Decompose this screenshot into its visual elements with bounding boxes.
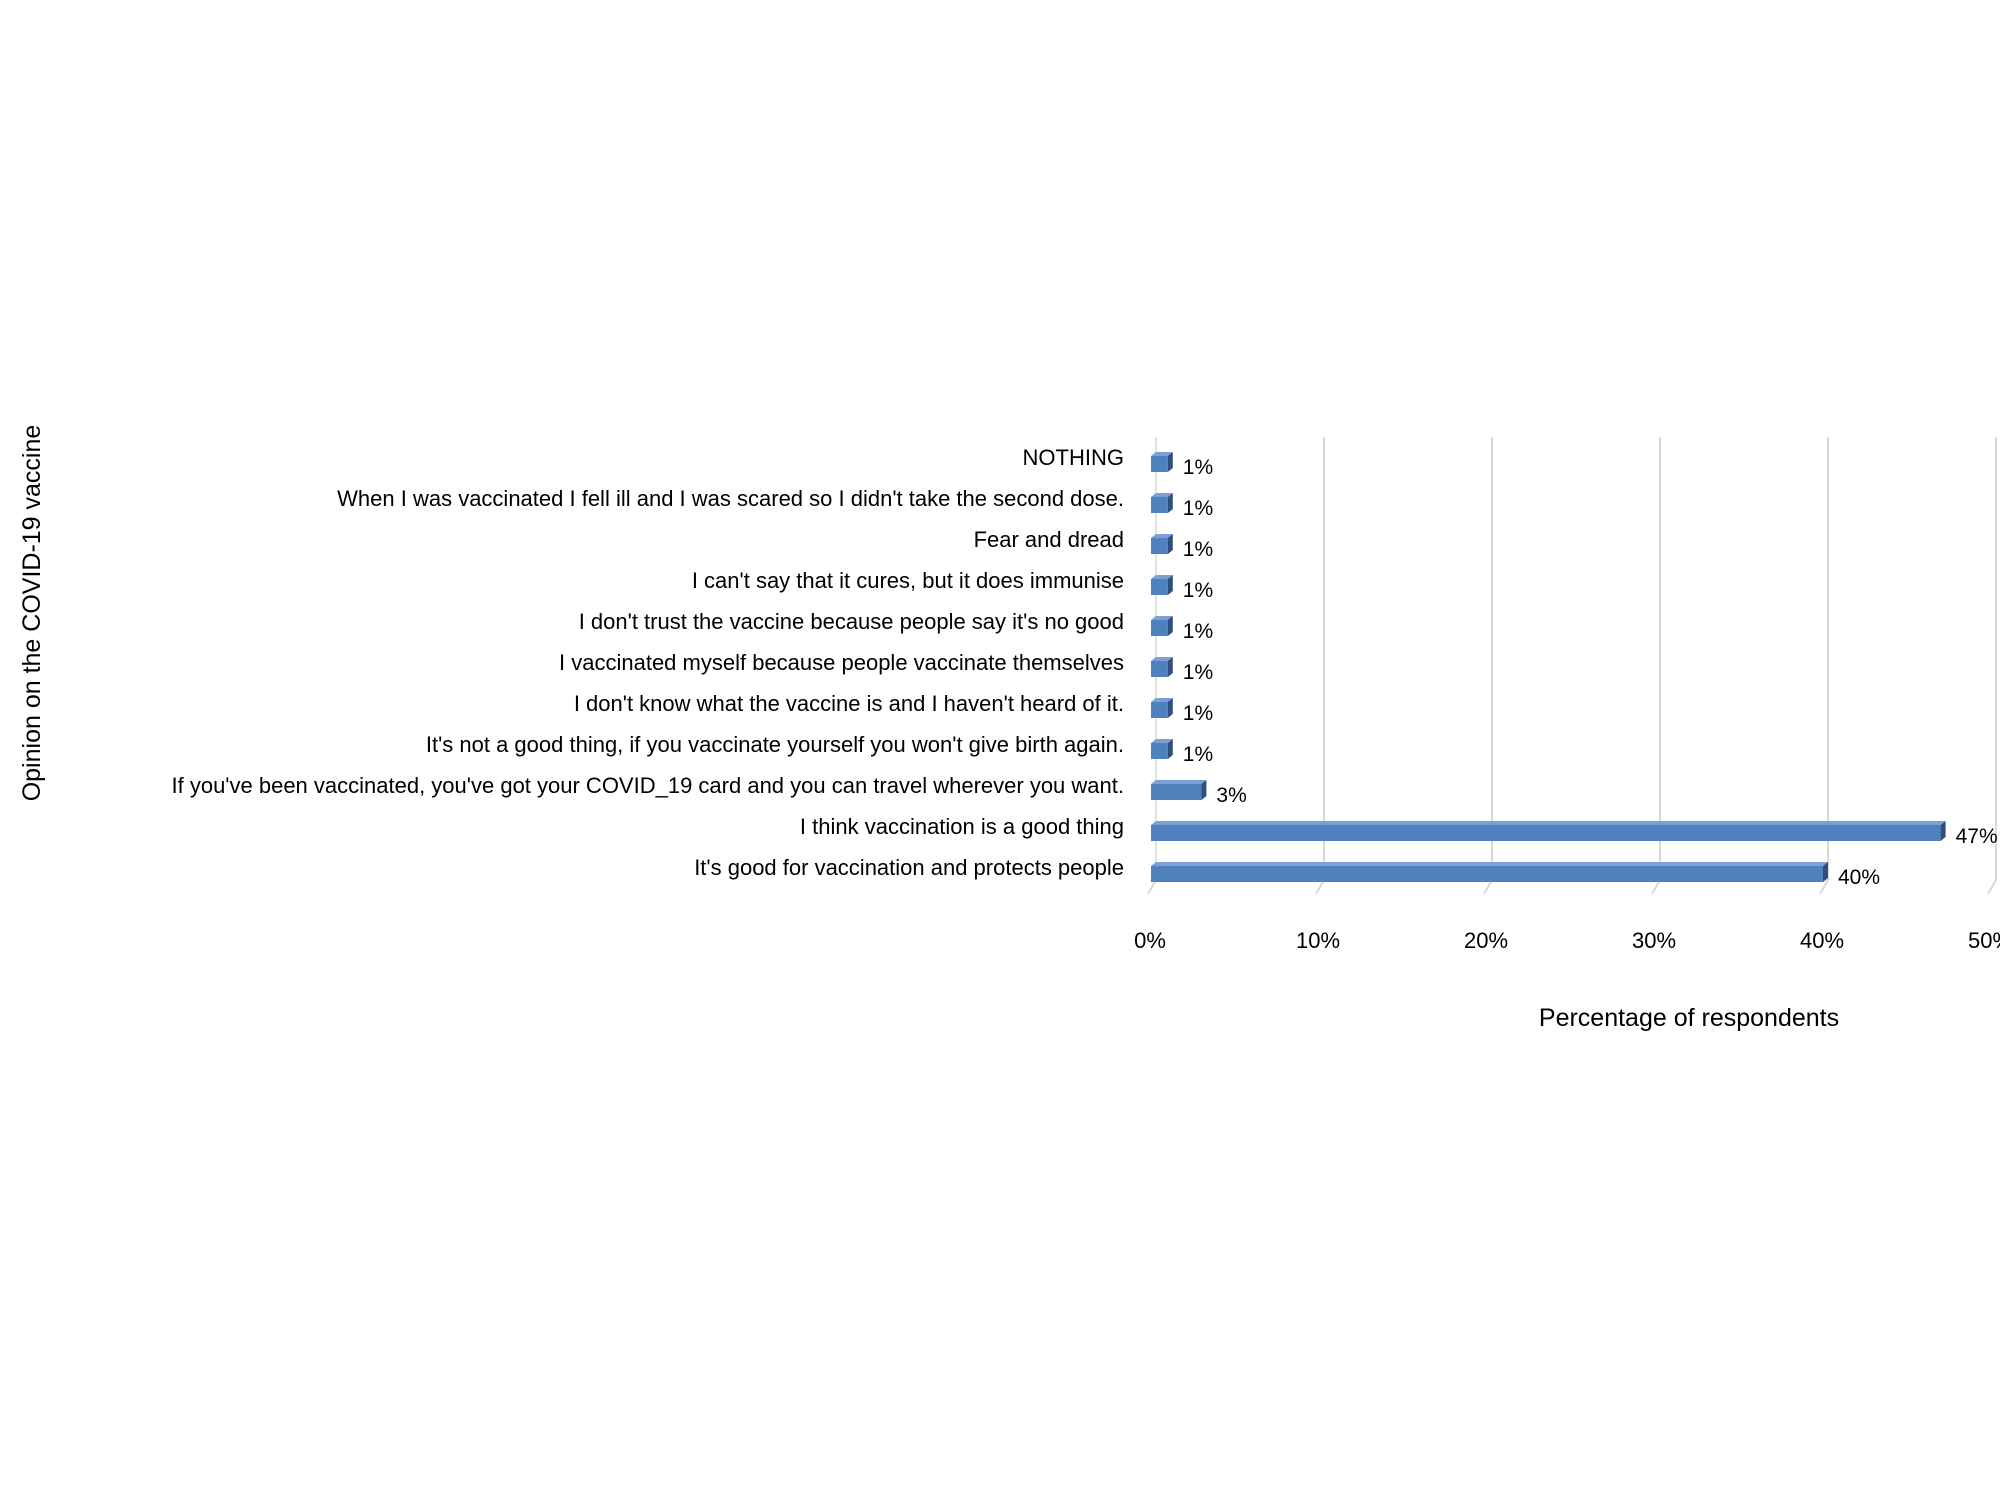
bar-side xyxy=(1201,780,1207,800)
bar-side xyxy=(1167,452,1173,472)
category-label: NOTHING xyxy=(1023,445,1124,470)
bar-top xyxy=(1151,534,1173,538)
bar-top xyxy=(1151,862,1828,866)
bar-front xyxy=(1151,743,1168,759)
bar xyxy=(1151,616,1173,636)
data-label: 47% xyxy=(1956,825,1998,848)
data-label: 3% xyxy=(1216,784,1246,807)
y-axis-title: Opinion on the COVID-19 vaccine xyxy=(18,425,46,802)
floor-tick xyxy=(1315,879,1325,895)
bar-side xyxy=(1167,616,1173,636)
bar-side xyxy=(1167,493,1173,513)
category-labels: NOTHING When I was vaccinated I fell ill … xyxy=(172,445,1125,880)
bar-front xyxy=(1151,620,1168,636)
category-label: Fear and dread xyxy=(974,527,1124,552)
bar xyxy=(1151,493,1173,513)
bar-front xyxy=(1151,784,1202,800)
data-label: 1% xyxy=(1183,579,1213,602)
x-axis-title: Percentage of respondents xyxy=(1539,1004,1839,1032)
x-tick-label: 0% xyxy=(1134,928,1166,953)
bar xyxy=(1151,452,1173,472)
bar-top xyxy=(1151,452,1173,456)
data-label: 1% xyxy=(1183,497,1213,520)
category-label: When I was vaccinated I fell ill and I w… xyxy=(337,486,1124,511)
bar xyxy=(1151,575,1173,595)
bar-side xyxy=(1167,534,1173,554)
bar-front xyxy=(1151,497,1168,513)
category-label: I don't know what the vaccine is and I h… xyxy=(574,691,1124,716)
bars xyxy=(1151,452,1946,882)
bar-top xyxy=(1151,698,1173,702)
bar-front xyxy=(1151,825,1941,841)
bar-top xyxy=(1151,739,1173,743)
bar-front xyxy=(1151,579,1168,595)
bar xyxy=(1151,821,1946,841)
bar-side xyxy=(1167,657,1173,677)
data-label: 1% xyxy=(1183,661,1213,684)
data-label: 1% xyxy=(1183,538,1213,561)
category-label: I vaccinated myself because people vacci… xyxy=(559,650,1124,675)
floor-tick xyxy=(1819,879,1829,895)
x-tick-label: 30% xyxy=(1632,928,1676,953)
category-label: It's good for vaccination and protects p… xyxy=(694,855,1124,880)
data-label: 1% xyxy=(1183,702,1213,725)
bar-top xyxy=(1151,575,1173,579)
bar xyxy=(1151,657,1173,677)
bar-top xyxy=(1151,780,1207,784)
bar-side xyxy=(1167,739,1173,759)
data-labels: 1%1%1%1%1%1%1%1%3%47%40% xyxy=(1183,456,1998,889)
bar-front xyxy=(1151,866,1823,882)
category-label: I can't say that it cures, but it does i… xyxy=(692,568,1124,593)
category-label: If you've been vaccinated, you've got yo… xyxy=(172,773,1125,798)
floor-tick xyxy=(1147,879,1157,895)
bar-top xyxy=(1151,657,1173,661)
bar-side xyxy=(1940,821,1946,841)
floor-tick xyxy=(1483,879,1493,895)
category-label: It's not a good thing, if you vaccinate … xyxy=(426,732,1124,757)
bar xyxy=(1151,534,1173,554)
floor-tick xyxy=(1651,879,1661,895)
bar xyxy=(1151,862,1828,882)
x-tick-label: 20% xyxy=(1464,928,1508,953)
bar-front xyxy=(1151,702,1168,718)
bar-front xyxy=(1151,456,1168,472)
bar-top xyxy=(1151,821,1946,825)
bar-side xyxy=(1823,862,1828,882)
data-label: 1% xyxy=(1183,743,1213,766)
bar-side xyxy=(1167,698,1173,718)
bar xyxy=(1151,698,1173,718)
data-label: 1% xyxy=(1183,456,1213,479)
category-label: I don't trust the vaccine because people… xyxy=(579,609,1124,634)
data-label: 1% xyxy=(1183,620,1213,643)
x-tick-label: 40% xyxy=(1800,928,1844,953)
bar xyxy=(1151,780,1207,800)
x-tick-label: 50% xyxy=(1968,928,2000,953)
data-label: 40% xyxy=(1838,866,1880,889)
gridlines xyxy=(1323,437,1997,880)
bar-side xyxy=(1167,575,1173,595)
x-tick-labels: 0% 10% 20% 30% 40% 50% xyxy=(1134,928,2000,953)
x-tick-label: 10% xyxy=(1296,928,1340,953)
bar-top xyxy=(1151,493,1173,497)
bar-front xyxy=(1151,661,1168,677)
bar-top xyxy=(1151,616,1173,620)
bar xyxy=(1151,739,1173,759)
bar-front xyxy=(1151,538,1168,554)
floor-tick xyxy=(1987,879,1997,895)
category-label: I think vaccination is a good thing xyxy=(800,814,1124,839)
